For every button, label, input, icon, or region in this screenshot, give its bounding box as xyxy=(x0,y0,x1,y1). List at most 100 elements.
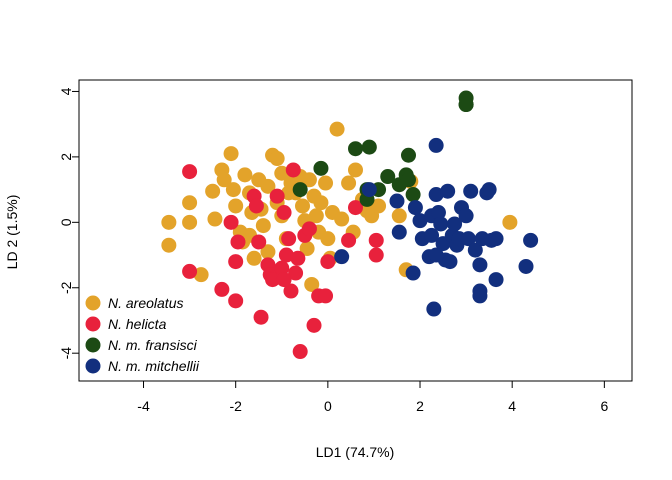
data-point xyxy=(313,160,329,176)
data-point xyxy=(214,281,230,297)
data-point xyxy=(341,232,357,248)
data-point xyxy=(306,317,322,333)
data-point xyxy=(313,195,329,211)
data-point xyxy=(285,162,301,178)
data-point xyxy=(380,169,396,185)
x-tick-label: 2 xyxy=(416,398,424,414)
data-point xyxy=(426,301,442,317)
data-point xyxy=(269,188,285,204)
data-point xyxy=(182,214,198,230)
data-point xyxy=(341,175,357,191)
data-point xyxy=(488,272,504,288)
data-point xyxy=(472,257,488,273)
legend-label: N. helicta xyxy=(108,316,167,332)
y-axis-title: LD 2 (1.5%) xyxy=(4,195,20,270)
data-point xyxy=(400,172,416,188)
data-point xyxy=(368,232,384,248)
data-point xyxy=(182,195,198,211)
data-point xyxy=(161,214,177,230)
data-point xyxy=(412,213,428,229)
data-point xyxy=(290,250,306,266)
data-point xyxy=(523,232,539,248)
data-point xyxy=(430,205,446,221)
data-point xyxy=(276,205,292,221)
data-point xyxy=(248,198,264,214)
y-tick-label: -2 xyxy=(58,281,74,294)
data-point xyxy=(405,265,421,281)
data-point xyxy=(182,164,198,180)
data-point xyxy=(440,183,456,199)
legend-marker xyxy=(85,358,101,374)
data-point xyxy=(255,218,271,234)
data-point xyxy=(228,198,244,214)
data-point xyxy=(389,193,405,209)
data-point xyxy=(361,139,377,155)
data-point xyxy=(371,198,387,214)
legend-label: N. m. mitchellii xyxy=(108,358,200,374)
data-point xyxy=(301,221,317,237)
x-axis-title: LD1 (74.7%) xyxy=(316,444,395,460)
data-point xyxy=(320,231,336,247)
data-point xyxy=(518,258,534,274)
legend-marker xyxy=(85,337,101,353)
data-point xyxy=(348,162,363,178)
data-point xyxy=(237,167,253,183)
data-point xyxy=(260,244,276,260)
x-tick-label: -4 xyxy=(137,398,150,414)
data-point xyxy=(391,224,407,240)
data-point xyxy=(205,183,221,199)
legend: N. areolatus N. helicta N. m. fransisci N. … xyxy=(85,295,200,374)
data-point xyxy=(161,237,177,253)
x-tick-label: -2 xyxy=(229,398,242,414)
data-point xyxy=(299,240,315,256)
data-point xyxy=(228,293,244,309)
data-point xyxy=(442,254,458,270)
data-point xyxy=(433,216,449,232)
series-1 xyxy=(182,162,384,360)
data-point xyxy=(334,249,350,265)
data-point xyxy=(424,227,440,243)
data-point xyxy=(407,200,423,216)
data-point xyxy=(320,254,336,270)
data-point xyxy=(260,178,276,194)
data-point xyxy=(278,247,294,263)
y-tick-label: 0 xyxy=(58,218,74,226)
data-point xyxy=(274,165,290,181)
data-point xyxy=(447,216,463,232)
data-point xyxy=(472,288,488,304)
data-point xyxy=(458,97,474,113)
data-point xyxy=(405,187,421,203)
data-point xyxy=(288,265,304,281)
data-point xyxy=(265,272,281,288)
data-point xyxy=(251,234,267,250)
data-point xyxy=(334,211,350,227)
data-point xyxy=(292,182,308,198)
data-point xyxy=(269,151,285,167)
data-point xyxy=(428,187,444,203)
data-point xyxy=(223,214,239,230)
data-point xyxy=(246,250,262,266)
x-axis: -4 -2 0 2 4 6 xyxy=(137,380,608,414)
data-point xyxy=(304,276,320,292)
data-point xyxy=(230,234,246,250)
x-tick-label: 6 xyxy=(600,398,608,414)
data-point xyxy=(348,200,363,216)
data-point xyxy=(318,288,334,304)
data-point xyxy=(400,147,416,163)
data-point xyxy=(308,208,324,224)
data-point xyxy=(458,208,474,224)
data-point xyxy=(274,260,290,276)
data-point xyxy=(467,242,483,258)
data-point xyxy=(283,283,299,299)
legend-marker xyxy=(85,295,101,311)
legend-label: N. m. fransisci xyxy=(108,337,198,353)
data-point xyxy=(368,247,384,263)
legend-label: N. areolatus xyxy=(108,295,183,311)
data-points xyxy=(161,90,539,360)
data-point xyxy=(292,344,308,360)
data-point xyxy=(193,267,209,283)
data-point xyxy=(428,247,444,263)
y-axis: -4 -2 0 2 4 xyxy=(58,87,80,359)
data-point xyxy=(182,263,198,279)
